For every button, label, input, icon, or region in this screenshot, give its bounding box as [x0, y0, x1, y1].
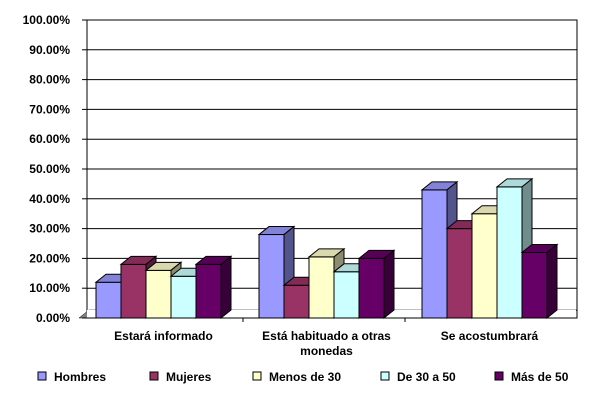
bar-front — [358, 257, 385, 319]
legend-label: Mujeres — [166, 370, 212, 384]
bar-front — [170, 275, 197, 319]
y-tick-label: 90.00% — [29, 43, 70, 57]
bar-front — [95, 281, 122, 319]
bar — [520, 243, 559, 320]
y-tick-label: 70.00% — [29, 102, 70, 116]
bar-front — [145, 269, 172, 319]
bar-side — [220, 255, 232, 320]
bar-side — [546, 243, 558, 320]
category-label: monedas — [300, 344, 353, 358]
y-tick-label: 100.00% — [23, 13, 71, 27]
category-label: Está habituado a otras — [262, 329, 391, 343]
bar-front — [496, 186, 523, 319]
legend-item: Hombres — [37, 370, 106, 384]
y-tick-label: 80.00% — [29, 73, 70, 87]
bar — [357, 249, 396, 320]
legend-item: Menos de 30 — [252, 370, 341, 384]
legend-item: De 30 a 50 — [380, 370, 456, 384]
bar-front — [471, 213, 498, 319]
bar — [194, 255, 233, 320]
bars-layer — [94, 177, 559, 320]
bar-front — [421, 189, 448, 319]
legend-swatch — [37, 371, 47, 381]
labels-layer: 0.00% 10.00% 20.00% 30.00% 40.00% 50.00% 60.00… — [23, 13, 539, 358]
y-tick-label: 20.00% — [29, 251, 70, 265]
y-tick-label: 60.00% — [29, 132, 70, 146]
y-tick-label: 50.00% — [29, 162, 70, 176]
y-tick-label: 40.00% — [29, 192, 70, 206]
category-label: Se acostumbrará — [441, 329, 539, 343]
bar-front — [308, 256, 335, 319]
bar-front — [120, 263, 147, 319]
bar-front — [446, 228, 473, 319]
y-tick-label: 0.00% — [36, 311, 70, 325]
legend-item: Más de 50 — [494, 370, 569, 384]
legend-label: Menos de 30 — [269, 370, 341, 384]
legend-layer: Hombres Mujeres Menos de 30 De 30 a 50 Más d… — [37, 370, 569, 384]
legend-swatch — [494, 371, 504, 381]
legend-swatch — [252, 371, 262, 381]
bar-front — [283, 284, 310, 319]
legend-item: Mujeres — [149, 370, 212, 384]
legend-label: Hombres — [54, 370, 106, 384]
legend-swatch — [149, 371, 159, 381]
legend-swatch — [380, 371, 390, 381]
category-label: Estará informado — [114, 329, 213, 343]
legend-label: De 30 a 50 — [397, 370, 456, 384]
y-tick-label: 10.00% — [29, 281, 70, 295]
legend-label: Más de 50 — [511, 370, 569, 384]
bar-front — [195, 263, 222, 319]
bar-front — [258, 234, 285, 319]
bar-front — [521, 251, 548, 319]
bar-side — [383, 249, 395, 320]
bar-front — [333, 271, 360, 319]
y-tick-label: 30.00% — [29, 222, 70, 236]
